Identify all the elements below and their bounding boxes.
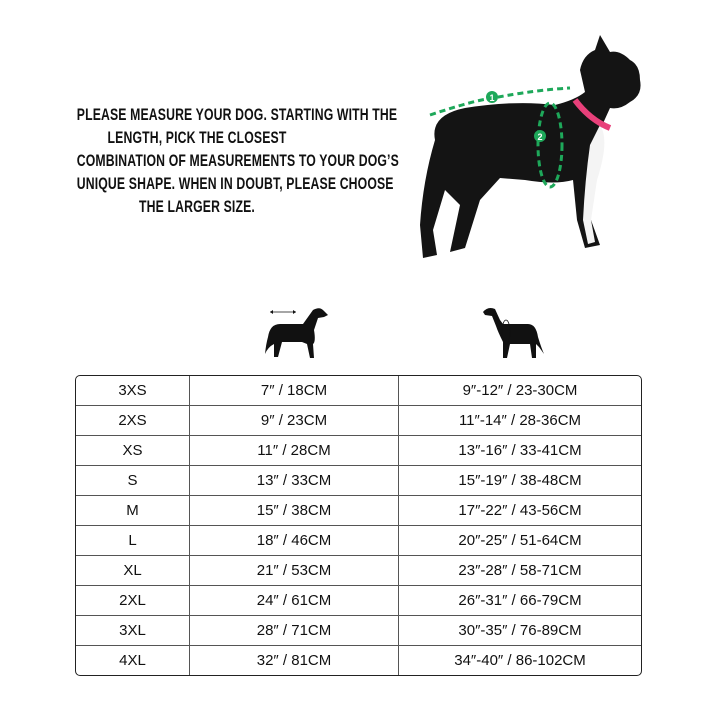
girth-cell: 11″-14″ / 28-36CM [399,406,641,436]
girth-measure-line [536,101,564,189]
girth-cell: 23″-28″ / 58-71CM [399,556,641,586]
dog-girth-icon [483,308,544,358]
length-cell: 9″ / 23CM [190,406,399,436]
table-row: 2XS 9″ / 23CM 11″-14″ / 28-36CM [76,406,641,436]
girth-cell: 13″-16″ / 33-41CM [399,436,641,466]
instruction-line: PLEASE MEASURE YOUR DOG. STARTING WITH T… [76,105,398,124]
length-cell: 15″ / 38CM [190,496,399,526]
girth-cell: 30″-35″ / 76-89CM [399,616,641,646]
length-marker: 1 [489,93,494,103]
table-row: XL 21″ / 53CM 23″-28″ / 58-71CM [76,556,641,586]
table-row: 4XL 32″ / 81CM 34″-40″ / 86-102CM [76,646,641,675]
girth-cell: 34″-40″ / 86-102CM [454,652,586,669]
table-row: L 18″ / 46CM 20″-25″ / 51-64CM [76,526,641,556]
table-row: 2XL 24″ / 61CM 26″-31″ / 66-79CM [76,586,641,616]
table-row: S 13″ / 33CM 15″-19″ / 38-48CM [76,466,641,496]
dog-measurement-photo: 1 2 [420,35,641,258]
length-cell: 21″ / 53CM [190,556,399,586]
dog-length-icon [265,308,328,358]
size-cell: 4XL [76,646,190,675]
size-cell: M [76,496,190,526]
length-cell: 13″ / 33CM [190,466,399,496]
girth-cell: 17″-22″ / 43-56CM [399,496,641,526]
size-cell: 2XL [76,586,190,616]
instruction-line: COMBINATION OF MEASUREMENTS TO YOUR DOG’… [76,151,399,170]
size-cell: XS [76,436,190,466]
length-cell: 11″ / 28CM [190,436,399,466]
size-chart-table: 3XS 7″ / 18CM 9″-12″ / 23-30CM 2XS 9″ / 23CM… [75,375,642,676]
size-cell: 3XS [76,376,190,406]
length-cell: 28″ / 71CM [190,616,399,646]
instruction-line: UNIQUE SHAPE. WHEN IN DOUBT, PLEASE CHOO… [76,174,394,193]
length-cell: 24″ / 61CM [190,586,399,616]
table-row: XS 11″ / 28CM 13″-16″ / 33-41CM [76,436,641,466]
girth-cell: 15″-19″ / 38-48CM [399,466,641,496]
girth-cell: 26″-31″ / 66-79CM [399,586,641,616]
length-cell: 18″ / 46CM [190,526,399,556]
size-cell: 3XL [76,616,190,646]
size-cell: 2XS [76,406,190,436]
measuring-instructions: PLEASE MEASURE YOUR DOG. STARTING WITH T… [30,103,399,218]
size-cell: XL [76,556,190,586]
table-row: 3XS 7″ / 18CM 9″-12″ / 23-30CM [76,376,641,406]
table-row: M 15″ / 38CM 17″-22″ / 43-56CM [76,496,641,526]
size-cell: L [76,526,190,556]
instruction-line: THE LARGER SIZE. [139,197,255,216]
girth-marker: 2 [537,132,542,142]
girth-cell: 20″-25″ / 51-64CM [399,526,641,556]
length-cell: 7″ / 18CM [190,376,399,406]
instruction-line: LENGTH, PICK THE CLOSEST [107,128,287,147]
size-cell: S [76,466,190,496]
length-cell: 32″ / 81CM [190,646,399,675]
table-row: 3XL 28″ / 71CM 30″-35″ / 76-89CM [76,616,641,646]
girth-cell: 9″-12″ / 23-30CM [399,376,641,406]
